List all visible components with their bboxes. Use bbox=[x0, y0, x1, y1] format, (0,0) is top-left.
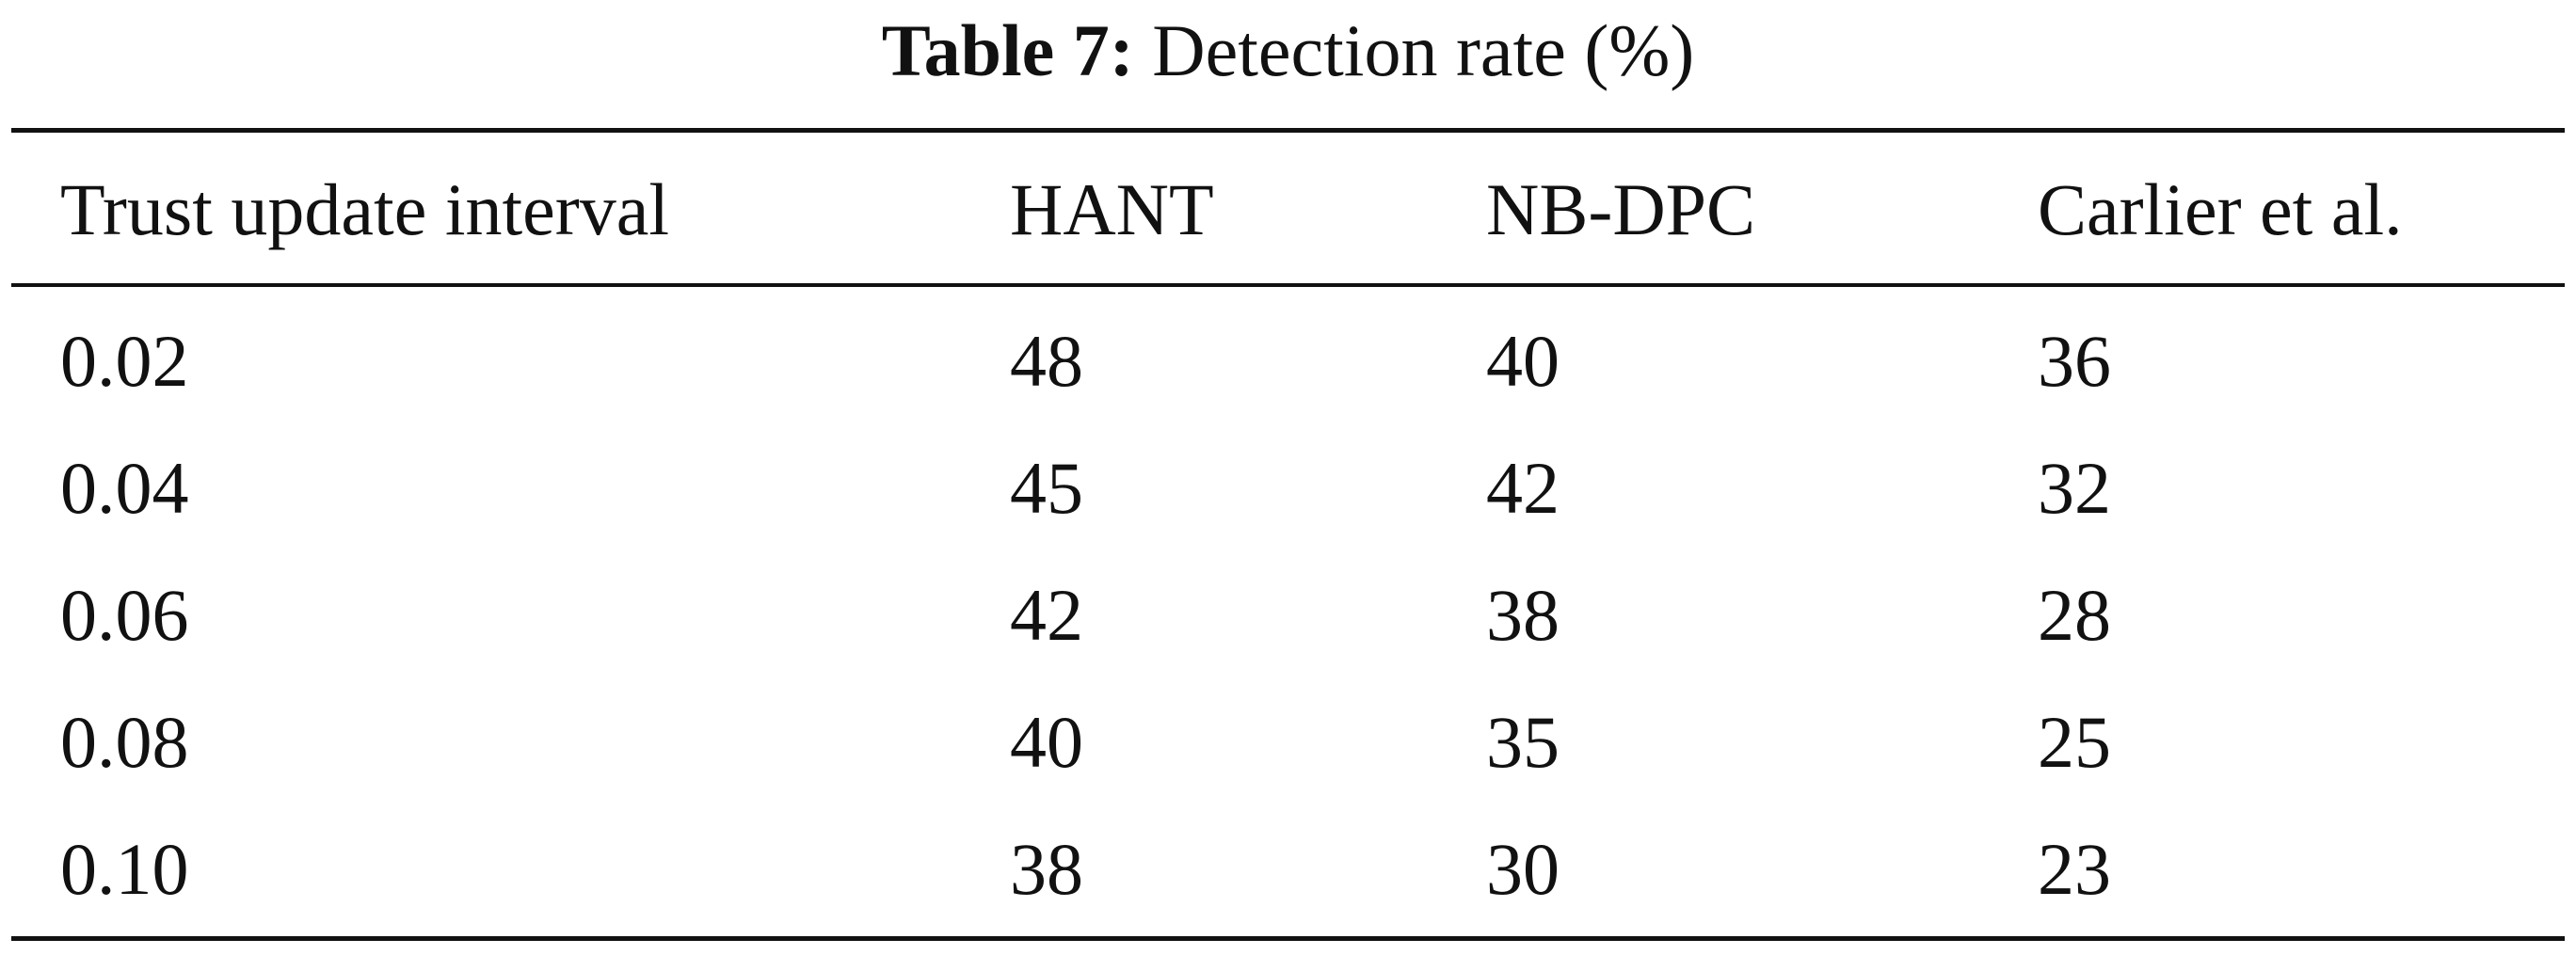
cell-carlier: 28 bbox=[2038, 574, 2111, 656]
cell-carlier: 32 bbox=[2038, 447, 2111, 529]
cell-interval: 0.04 bbox=[60, 447, 189, 529]
header-row: Trust update interval HANT NB-DPC Carlie… bbox=[0, 149, 2576, 271]
cell-hant: 48 bbox=[1010, 320, 1083, 402]
table-row: 0.02 48 40 36 bbox=[0, 300, 2576, 422]
cell-interval: 0.06 bbox=[60, 574, 189, 656]
cell-carlier: 25 bbox=[2038, 701, 2111, 783]
cell-hant: 45 bbox=[1010, 447, 1083, 529]
cell-nb-dpc: 38 bbox=[1486, 574, 1560, 656]
cell-carlier: 36 bbox=[2038, 320, 2111, 402]
header-nb-dpc: NB-DPC bbox=[1486, 168, 1756, 250]
cell-nb-dpc: 42 bbox=[1486, 447, 1560, 529]
cell-nb-dpc: 35 bbox=[1486, 701, 1560, 783]
table-row: 0.10 38 30 23 bbox=[0, 808, 2576, 931]
cell-interval: 0.08 bbox=[60, 701, 189, 783]
header-rule bbox=[11, 283, 2565, 287]
cell-carlier: 23 bbox=[2038, 828, 2111, 910]
cell-interval: 0.10 bbox=[60, 828, 189, 910]
cell-nb-dpc: 30 bbox=[1486, 828, 1560, 910]
cell-nb-dpc: 40 bbox=[1486, 320, 1560, 402]
table-title: Detection rate (%) bbox=[1152, 9, 1695, 91]
table-caption: Table 7: Detection rate (%) bbox=[0, 4, 2576, 98]
table-row: 0.08 40 35 25 bbox=[0, 681, 2576, 804]
table-row: 0.04 45 42 32 bbox=[0, 427, 2576, 549]
cell-hant: 38 bbox=[1010, 828, 1083, 910]
top-rule bbox=[11, 128, 2565, 133]
header-trust-update-interval: Trust update interval bbox=[60, 168, 670, 250]
bottom-rule bbox=[11, 936, 2565, 941]
cell-hant: 42 bbox=[1010, 574, 1083, 656]
header-carlier: Carlier et al. bbox=[2038, 168, 2403, 250]
cell-interval: 0.02 bbox=[60, 320, 189, 402]
cell-hant: 40 bbox=[1010, 701, 1083, 783]
table-row: 0.06 42 38 28 bbox=[0, 554, 2576, 676]
header-hant: HANT bbox=[1010, 168, 1214, 250]
table-label: Table 7: bbox=[881, 9, 1134, 91]
